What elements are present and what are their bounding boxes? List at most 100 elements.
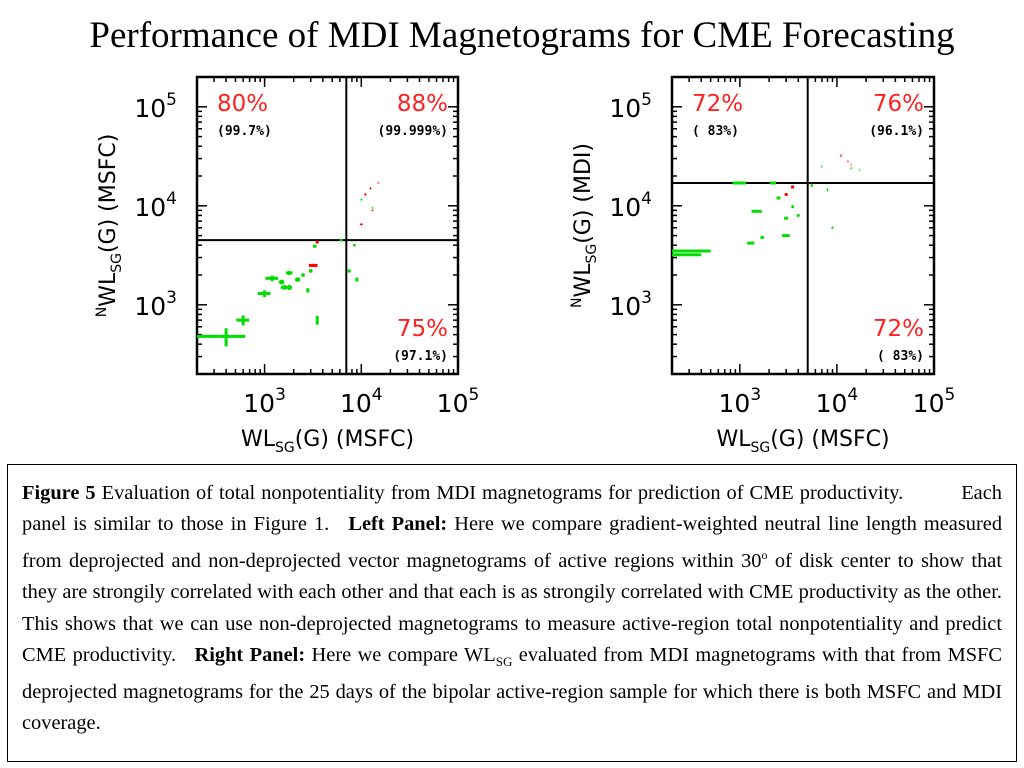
y-tick-label: 105	[134, 90, 177, 123]
data-point-green	[347, 269, 351, 273]
y-tick-label-exponent: 4	[641, 189, 652, 209]
y-tick-label: 103	[609, 288, 652, 321]
y-tick-label: 104	[609, 189, 652, 222]
y-tick-label-base: 10	[134, 94, 166, 123]
plot-frame	[195, 75, 460, 376]
data-point-green	[339, 238, 343, 242]
caption-text-1: Evaluation of total nonpotentiality from…	[101, 482, 904, 504]
y-tick-label-base: 10	[609, 94, 641, 123]
y-tick-label-exponent: 5	[641, 90, 652, 110]
data-point-green	[782, 234, 790, 238]
y-axis-label-main: WL	[571, 263, 596, 298]
caption-right-panel-label: Right Panel:	[194, 643, 306, 666]
x-tick-label: 105	[437, 385, 480, 418]
data-point-green	[776, 196, 781, 200]
caption-text-3: Here we compare gradient-weighted neutra…	[22, 513, 1003, 573]
caption-subscript: SG	[495, 653, 513, 669]
data-point-green	[301, 273, 305, 277]
x-tick-label-base: 10	[340, 389, 372, 418]
caption-text-5: This shows that we can use non-deproject…	[22, 612, 1002, 666]
data-point-green	[197, 328, 246, 347]
plot-frame	[670, 75, 936, 376]
y-tick-label-exponent: 3	[641, 288, 652, 308]
data-point-red	[369, 186, 373, 190]
quadrant-top-left-percent: 72%	[692, 91, 743, 117]
data-point-green	[769, 181, 777, 185]
x-axis-label: WLSG(G) (MSFC)	[241, 427, 414, 456]
x-tick-label-exponent: 4	[372, 385, 383, 405]
x-tick-label-base: 10	[719, 389, 751, 418]
y-axis-label-rest: (G) (MSFC)	[96, 134, 121, 253]
y-tick-label-base: 10	[134, 193, 166, 222]
quadrant-bottom-right-reference: (97.1%)	[393, 349, 448, 364]
x-tick-label: 104	[340, 385, 383, 418]
caption-text-6: Here we compare WL	[311, 643, 496, 666]
y-tick-label: 105	[609, 90, 652, 123]
quadrant-top-right-percent: 88%	[397, 91, 448, 117]
data-point-green	[286, 284, 292, 291]
data-point-green	[236, 315, 250, 326]
data-point-red	[308, 263, 318, 267]
x-tick-label-base: 10	[437, 389, 469, 418]
quadrant-top-left-percent: 80%	[217, 91, 268, 117]
caption-text-7: evaluated from MDI magnetograms with tha…	[22, 643, 1002, 735]
x-tick-label: 105	[913, 385, 956, 418]
data-point-green	[352, 243, 356, 247]
x-tick-label-base: 10	[913, 389, 945, 418]
data-point-green	[355, 277, 359, 282]
x-tick-label-base: 10	[816, 389, 848, 418]
y-axis-label-subscript: SG	[109, 253, 125, 273]
y-tick-label-exponent: 3	[166, 288, 177, 308]
data-point-green	[732, 181, 747, 185]
x-tick-label-exponent: 5	[468, 385, 479, 405]
data-point-red	[315, 240, 319, 244]
x-tick-label-exponent: 3	[275, 385, 286, 405]
data-point-red	[359, 222, 363, 226]
data-point-green	[747, 241, 755, 245]
x-axis-label-subscript: SG	[275, 440, 295, 456]
x-tick-label: 103	[719, 385, 762, 418]
x-tick-label: 103	[243, 385, 286, 418]
page-title: Performance of MDI Magnetograms for CME …	[89, 15, 955, 56]
quadrant-bottom-right-percent: 75%	[397, 316, 448, 342]
y-tick-label: 104	[134, 189, 177, 222]
quadrant-bottom-right-percent: 72%	[873, 316, 924, 342]
data-point-green	[309, 269, 313, 273]
quadrant-top-left-reference: ( 83%)	[692, 124, 739, 139]
data-point-green	[791, 205, 795, 209]
data-point-green	[751, 209, 762, 213]
data-point-green	[265, 275, 279, 282]
data-point-red	[363, 193, 367, 197]
data-point-green	[257, 290, 271, 297]
x-axis-label-main: WL	[241, 427, 276, 452]
caption-degree-symbol: o	[761, 548, 768, 563]
x-tick-label: 104	[816, 385, 859, 418]
y-axis-label-main: WL	[96, 272, 121, 307]
figure-caption: Figure 5 Evaluation of total nonpotentia…	[7, 464, 1017, 762]
data-point-green	[285, 270, 293, 275]
data-point-green	[312, 244, 317, 248]
y-tick-label-exponent: 4	[166, 189, 177, 209]
y-axis-label-subscript: SG	[584, 244, 600, 264]
caption-text-2: Each panel is similar to those in Figure…	[22, 482, 1002, 536]
x-axis-label-subscript: SG	[750, 440, 770, 456]
y-axis-label-superscript: N	[94, 307, 110, 317]
quadrant-top-left-reference: (99.7%)	[217, 124, 272, 139]
x-axis-label: WLSG(G) (MSFC)	[716, 427, 889, 456]
data-point-green	[278, 279, 285, 285]
data-point-green	[359, 198, 363, 202]
x-axis-label-rest: (G) (MSFC)	[770, 427, 889, 452]
x-tick-label-exponent: 4	[847, 385, 858, 405]
caption-figure-label: Figure 5	[22, 482, 96, 504]
quadrant-top-right-reference: (96.1%)	[869, 124, 924, 139]
x-tick-label-exponent: 3	[750, 385, 761, 405]
data-point-green	[672, 253, 702, 257]
y-tick-label-base: 10	[609, 193, 641, 222]
quadrant-top-right-reference: (99.999%)	[378, 124, 448, 139]
x-axis-label-rest: (G) (MSFC)	[295, 427, 414, 452]
x-tick-label-exponent: 5	[944, 385, 955, 405]
caption-left-panel-label: Left Panel:	[348, 513, 448, 536]
